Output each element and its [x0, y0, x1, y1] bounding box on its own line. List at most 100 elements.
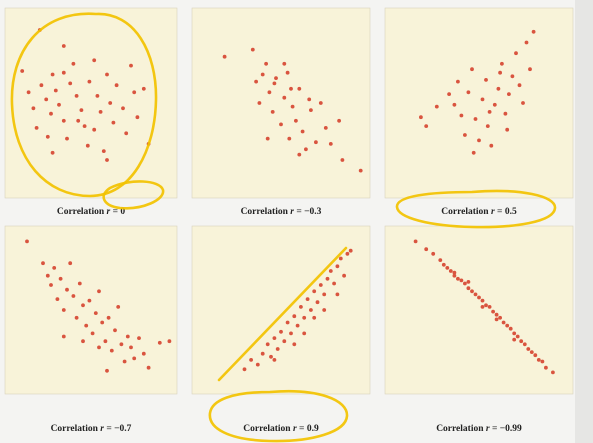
scatter-point [141, 351, 146, 356]
scatter-point [39, 83, 44, 88]
scatter-point [31, 106, 36, 111]
scatter-point [325, 276, 330, 281]
scatter-point [512, 331, 517, 336]
scatter-point [335, 264, 340, 269]
scatter-point [510, 74, 515, 79]
scatter-point [260, 351, 265, 356]
scatter-panel: Correlation r = −0.3 [191, 7, 371, 217]
scatter-point [473, 117, 478, 121]
scatter-point [132, 356, 137, 361]
scatter-point [41, 261, 45, 266]
scatter-point [270, 110, 275, 114]
scatter-point [470, 67, 474, 72]
scatter-point [312, 289, 317, 294]
scatter-point [81, 303, 85, 308]
scatter-point [55, 297, 60, 301]
panel-caption: Correlation r = 0.9 [243, 424, 319, 434]
scatter-point [424, 124, 429, 128]
scatter-point [294, 118, 298, 123]
scatter-point [79, 108, 84, 112]
scatter-point [49, 283, 53, 287]
scatter-point [254, 79, 258, 84]
highlight-regression-line-r09 [217, 246, 348, 382]
scatter-point [157, 340, 162, 345]
scatter-point [87, 298, 92, 303]
scatter-point [74, 315, 79, 320]
scatter-point [87, 79, 92, 84]
scatter-point [274, 76, 278, 80]
scatter-point [242, 367, 247, 372]
scatter-point [498, 315, 502, 320]
scatter-point [250, 47, 255, 52]
scatter-point [260, 72, 265, 77]
scatter-point [505, 323, 510, 328]
scatter-point [337, 118, 341, 123]
scatter-point [300, 129, 305, 134]
scatter-point [529, 350, 534, 354]
scatter-point [544, 365, 548, 370]
scatter-point [114, 83, 119, 88]
scatter-point [494, 312, 499, 317]
scatter-point [100, 320, 105, 325]
scatter-point [26, 90, 31, 95]
scatter-point [322, 308, 327, 312]
scatter-point [348, 248, 353, 253]
scatter-point [448, 269, 453, 273]
scatter-point [25, 239, 29, 244]
scatter-point [125, 334, 130, 339]
scatter-point [297, 86, 302, 91]
scatter-point [92, 58, 97, 63]
scatter-point [328, 142, 333, 146]
scatter-point [269, 354, 273, 359]
scatter-point [302, 315, 307, 320]
scatter-point [61, 118, 66, 123]
scatter-point [141, 86, 146, 91]
scatter-point [289, 86, 293, 91]
scatter-point [249, 358, 254, 362]
scatter-point [496, 86, 501, 91]
scatter-point [345, 251, 350, 256]
scatter-point [459, 278, 464, 283]
scatter-point [342, 273, 346, 278]
scatter-point [58, 276, 63, 281]
scatter-point [299, 305, 303, 309]
scatter-point [272, 336, 277, 340]
scatter-point [531, 29, 536, 34]
scatter-point [441, 262, 446, 267]
scatter-point [466, 286, 471, 291]
scatter-point [473, 292, 478, 297]
scatter-point [528, 67, 532, 72]
scatter-point [71, 294, 76, 298]
scatter-point [267, 90, 272, 95]
scatter-point [491, 309, 495, 314]
scatter-point [302, 331, 307, 336]
scatter-point [279, 329, 283, 334]
scatter-point [526, 347, 531, 351]
scatter-point [452, 273, 457, 278]
scatter-panel: Correlation r = −0.99 [384, 225, 574, 434]
panel-caption: Correlation r = −0.99 [436, 424, 522, 434]
scatter-point [105, 368, 109, 373]
scatter-point [413, 239, 418, 244]
scatter-point [505, 127, 510, 132]
scatter-point [77, 281, 82, 286]
panel-caption: Correlation r = 0.5 [441, 207, 517, 217]
scatter-point [322, 292, 327, 297]
scatter-point [466, 90, 471, 95]
scatter-point [105, 158, 109, 162]
scatter-point [424, 247, 429, 252]
highlight-ellipse-r05-caption [395, 189, 557, 229]
scatter-point [292, 314, 297, 319]
scatter-point [95, 94, 100, 98]
scatter-point [536, 358, 541, 362]
scatter-point [323, 126, 328, 130]
scatter-point [44, 97, 49, 102]
scatter-point [292, 342, 297, 347]
scatter-point [489, 143, 494, 148]
scatter-point [332, 281, 336, 286]
scatter-point [445, 266, 450, 270]
scatter-panel: Correlation r = 0.5 [384, 7, 574, 217]
scatter-point [470, 289, 474, 294]
scatter-point [71, 61, 76, 66]
scatter-point [129, 63, 133, 68]
